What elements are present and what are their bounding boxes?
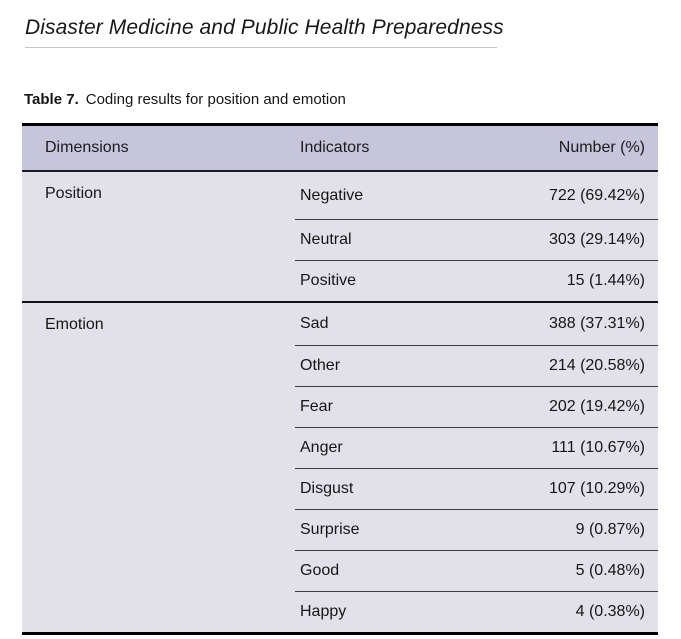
column-header-dimensions: Dimensions — [22, 124, 295, 172]
indicator-cell: Neutral — [295, 219, 460, 261]
table-header-row: Dimensions Indicators Number (%) — [22, 124, 658, 172]
table-caption-text: Coding results for position and emotion — [85, 91, 346, 108]
number-cell: 4 (0.38%) — [460, 591, 658, 634]
dimension-cell-emotion: Emotion — [22, 301, 295, 634]
number-cell: 388 (37.31%) — [460, 301, 658, 346]
indicator-cell: Disgust — [295, 468, 460, 510]
indicator-cell: Happy — [295, 591, 460, 634]
table-caption-label: Table 7. — [24, 91, 79, 108]
indicator-cell: Other — [295, 345, 460, 387]
indicator-cell: Good — [295, 550, 460, 592]
table-row-good: Good 5 (0.48%) — [22, 550, 658, 592]
dimension-cell-position: Position — [45, 185, 102, 202]
number-cell: 15 (1.44%) — [460, 260, 658, 302]
table-row-disgust: Disgust 107 (10.29%) — [22, 468, 658, 510]
number-cell: 722 (69.42%) — [548, 186, 645, 204]
coding-results-table: Dimensions Indicators Number (%) Positio… — [22, 123, 658, 635]
table-row-fear: Fear 202 (19.42%) — [22, 386, 658, 428]
table-row-neutral: Neutral 303 (29.14%) — [22, 219, 658, 261]
table-row-other: Other 214 (20.58%) — [22, 345, 658, 387]
number-cell: 111 (10.67%) — [460, 427, 658, 469]
indicator-cell: Sad — [295, 301, 460, 346]
journal-page: Disaster Medicine and Public Health Prep… — [0, 14, 681, 635]
number-cell: 9 (0.87%) — [460, 509, 658, 551]
column-header-number: Number (%) — [460, 124, 658, 172]
column-header-indicators: Indicators — [295, 124, 460, 172]
table-row-positive: Positive 15 (1.44%) — [22, 260, 658, 302]
table-row-negative: Position Negative 722 (69.42%) — [22, 171, 658, 220]
table-caption: Table 7. Coding results for position and … — [24, 91, 681, 109]
title-underline-rule — [25, 47, 497, 48]
table-row-anger: Anger 111 (10.67%) — [22, 427, 658, 469]
indicator-cell: Surprise — [295, 509, 460, 551]
indicator-cell: Negative — [300, 186, 364, 204]
number-cell: 303 (29.14%) — [460, 219, 658, 261]
number-cell: 214 (20.58%) — [460, 345, 658, 387]
table-row-surprise: Surprise 9 (0.87%) — [22, 509, 658, 551]
indicator-cell: Anger — [295, 427, 460, 469]
indicator-cell: Positive — [295, 260, 460, 302]
indicator-cell: Fear — [295, 386, 460, 428]
number-cell: 107 (10.29%) — [460, 468, 658, 510]
number-cell: 202 (19.42%) — [460, 386, 658, 428]
journal-title: Disaster Medicine and Public Health Prep… — [25, 16, 504, 39]
table-row-sad: Emotion Sad 388 (37.31%) — [22, 301, 658, 634]
number-cell: 5 (0.48%) — [460, 550, 658, 592]
